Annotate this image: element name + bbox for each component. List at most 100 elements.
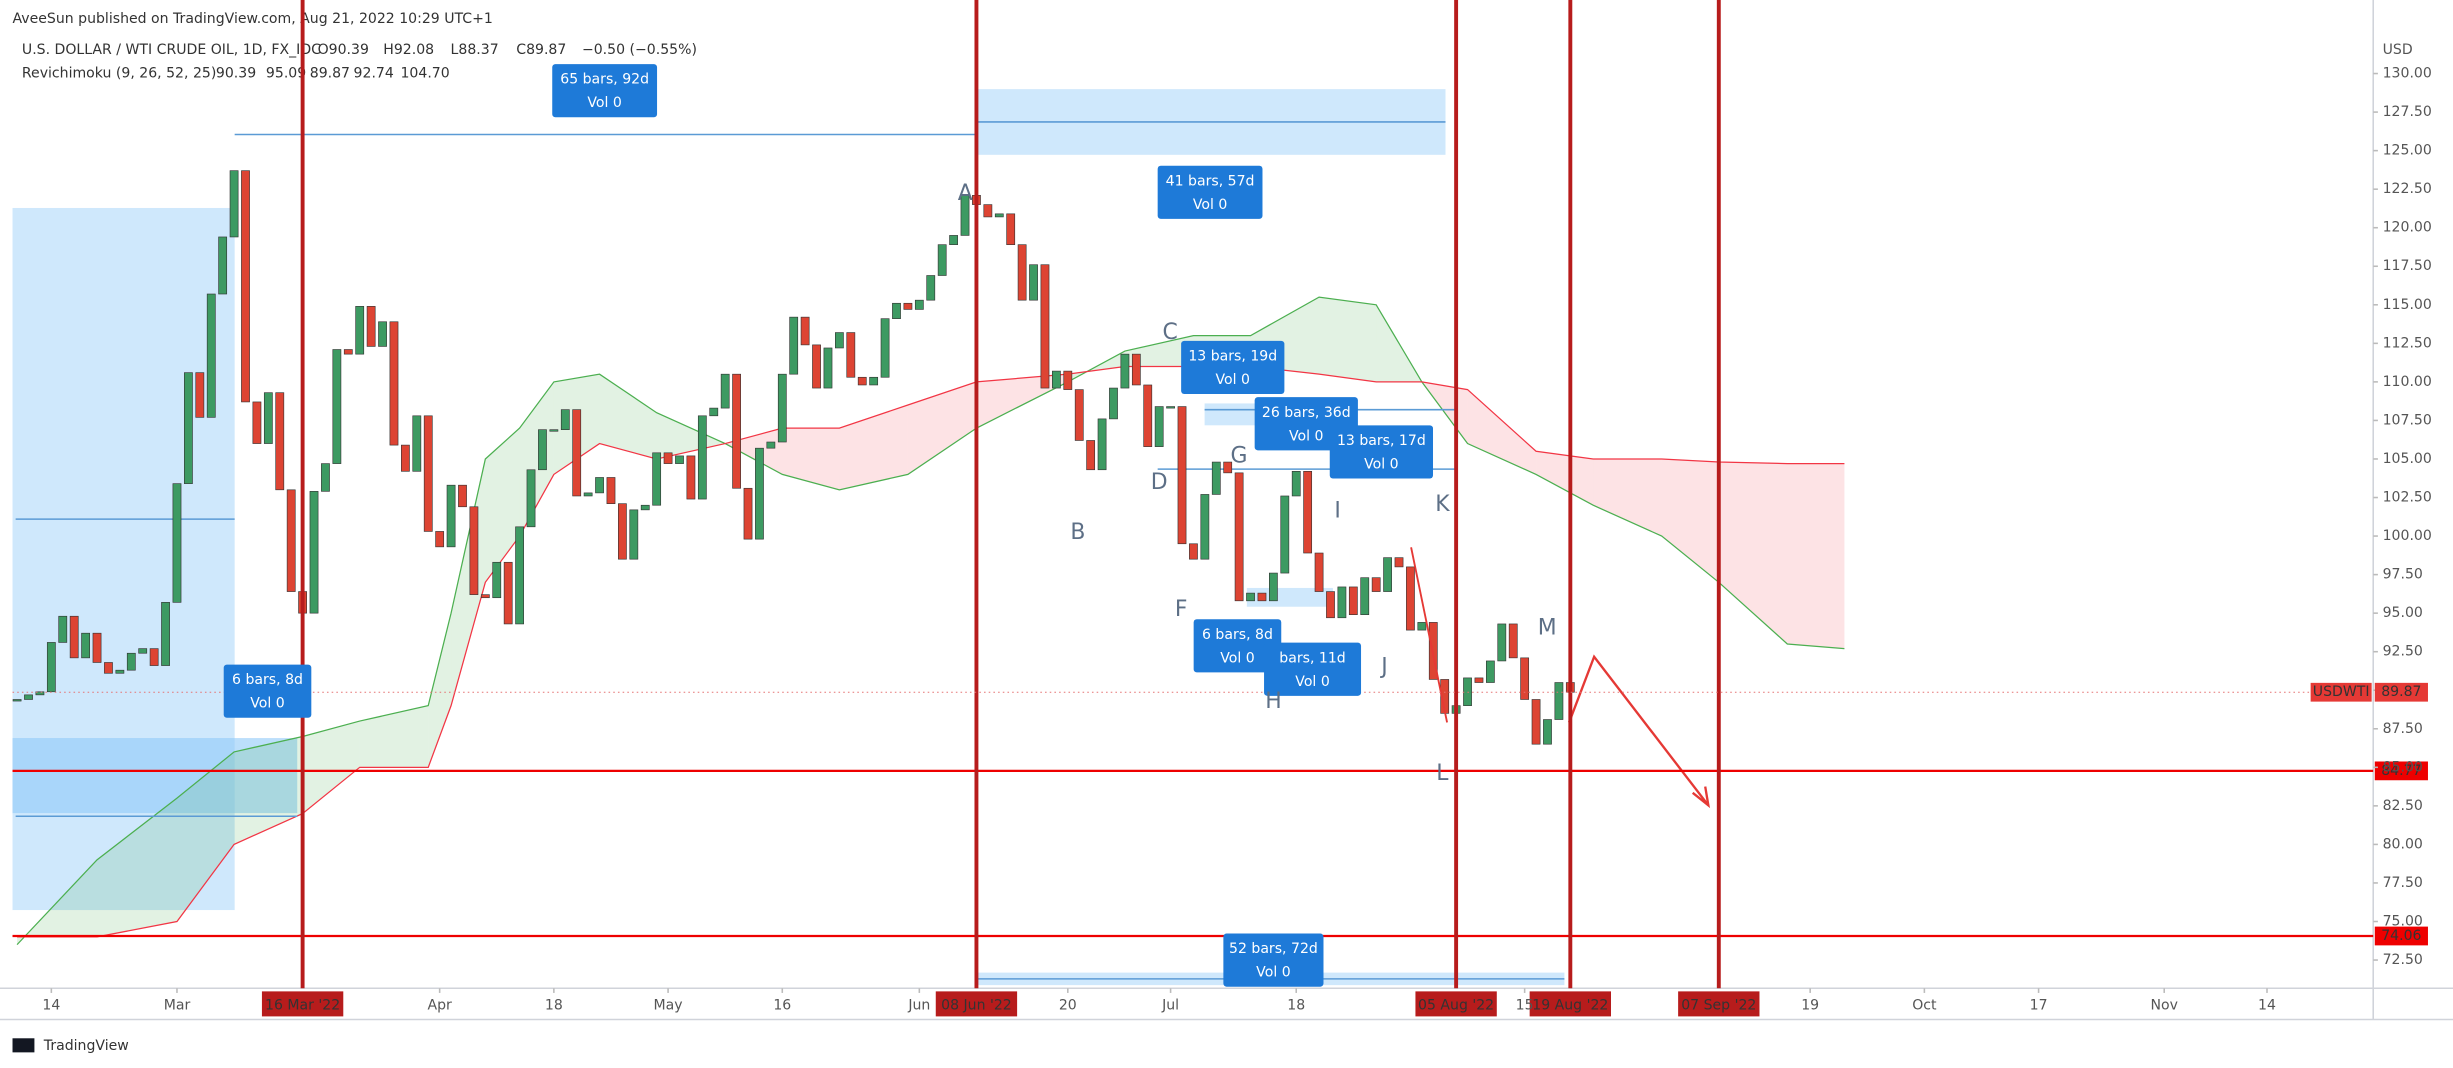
price-level-label: 74.06 — [2381, 928, 2421, 944]
candle-body — [149, 648, 159, 666]
candle-body — [1394, 557, 1404, 568]
wave-label: I — [1334, 498, 1340, 523]
logo — [12, 1038, 35, 1053]
candle-body — [914, 299, 924, 310]
date-marker-tag — [1415, 991, 1497, 1017]
candle-body — [812, 344, 821, 389]
candle-body — [412, 415, 422, 472]
measure-volume: Vol 0 — [1220, 650, 1255, 666]
indicator: Revichimoku (9, 26, 52, 25) — [22, 65, 216, 81]
cloud-segment — [234, 736, 303, 845]
ohlc-value: H92.08 — [383, 42, 434, 58]
y-tick-label: 107.50 — [2383, 412, 2432, 428]
candle-body — [92, 632, 102, 663]
candle-body — [857, 376, 867, 386]
candle-body — [1052, 370, 1061, 389]
wave-label: D — [1151, 470, 1168, 495]
x-tick-label: 18 — [1287, 997, 1305, 1013]
candle-body — [104, 662, 113, 674]
candle-body — [366, 306, 376, 347]
cloud-segment — [656, 412, 726, 459]
candle-body — [503, 561, 513, 625]
candle-body — [218, 236, 228, 295]
indicator-value: 90.39 — [216, 65, 256, 81]
candle-body — [1074, 389, 1084, 441]
candle-body — [720, 373, 730, 409]
candle-body — [560, 409, 570, 430]
x-tick-label: 16 — [773, 997, 791, 1013]
y-tick-label: 110.00 — [2383, 374, 2432, 390]
candle-body — [926, 275, 936, 301]
price-level-label: 84.77 — [2381, 763, 2421, 779]
candle-body — [697, 415, 707, 500]
measure-label: 13 bars, 19d — [1188, 349, 1277, 365]
candle-body — [1291, 470, 1301, 497]
wave-label: C — [1163, 320, 1178, 345]
candle-body — [69, 615, 79, 659]
ohlc-value: C89.87 — [516, 42, 566, 58]
cloud-segment — [176, 751, 235, 922]
cloud-segment — [428, 613, 452, 768]
measure-label: 26 bars, 36d — [1262, 405, 1351, 421]
candle-body — [1086, 440, 1096, 471]
candle-body — [515, 526, 524, 625]
projection-arrow — [1568, 654, 1710, 807]
measure-box — [1157, 165, 1263, 219]
candle-body — [686, 455, 696, 500]
measure-label: 52 bars, 72d — [1229, 941, 1318, 957]
candle-body — [423, 415, 433, 532]
cloud-segment — [599, 374, 657, 459]
measure-volume: Vol 0 — [1364, 456, 1399, 472]
wave-label: B — [1070, 520, 1085, 545]
candle-body — [1131, 353, 1141, 386]
candle-body — [937, 244, 947, 276]
candle-body — [161, 602, 170, 666]
candle-body — [469, 506, 479, 595]
candle-body — [1166, 406, 1175, 409]
y-tick-label: 102.50 — [2383, 490, 2432, 506]
candle-body — [1326, 591, 1335, 619]
candle-body — [492, 561, 502, 599]
candle-body — [526, 469, 536, 528]
candle-body — [1177, 406, 1187, 545]
candle-body — [1508, 623, 1518, 659]
wave-arrow — [1410, 547, 1449, 723]
candle-body — [1234, 472, 1244, 602]
cloud-segment — [1787, 463, 1845, 649]
x-tick-label: Jun — [907, 997, 930, 1013]
cloud-segment — [782, 428, 840, 490]
candle-body — [1348, 586, 1358, 616]
y-tick-label: 80.00 — [2383, 836, 2423, 852]
candle-body — [1006, 213, 1016, 245]
y-tick-label: 120.00 — [2383, 220, 2432, 236]
symbol-label: USDWTI — [2313, 684, 2370, 700]
x-tick-label: 14 — [2258, 997, 2276, 1013]
candle-body — [800, 316, 810, 346]
candle-body — [675, 455, 684, 464]
symbol: U.S. DOLLAR / WTI CRUDE OIL, 1D, FX_IDC — [22, 42, 321, 58]
candle-body — [583, 492, 593, 497]
date-marker-label: 05 Aug '22 — [1418, 997, 1494, 1013]
measure-volume: Vol 0 — [1193, 197, 1228, 213]
x-tick-label: 17 — [2030, 997, 2048, 1013]
measure-volume: Vol 0 — [1216, 372, 1251, 388]
candle-body — [126, 652, 136, 671]
cloud-segment — [97, 798, 177, 937]
candle-body — [229, 170, 239, 238]
measure-box — [1223, 933, 1324, 987]
measure-volume: Vol 0 — [250, 696, 285, 712]
candle-body — [983, 204, 993, 218]
candle-body — [1269, 572, 1278, 602]
candle-body — [1280, 495, 1290, 574]
candle-body — [81, 632, 90, 659]
candle-body — [789, 316, 799, 375]
candle-body — [389, 321, 399, 446]
cloud-segment — [839, 405, 908, 490]
candle-body — [35, 691, 45, 696]
x-tick-label: Mar — [164, 997, 191, 1013]
candle-body — [1383, 557, 1392, 592]
measure-box — [1181, 340, 1285, 395]
candle-body — [1314, 552, 1324, 592]
indicator-value: 89.87 — [310, 65, 350, 81]
x-tick-label: 19 — [1801, 997, 1819, 1013]
